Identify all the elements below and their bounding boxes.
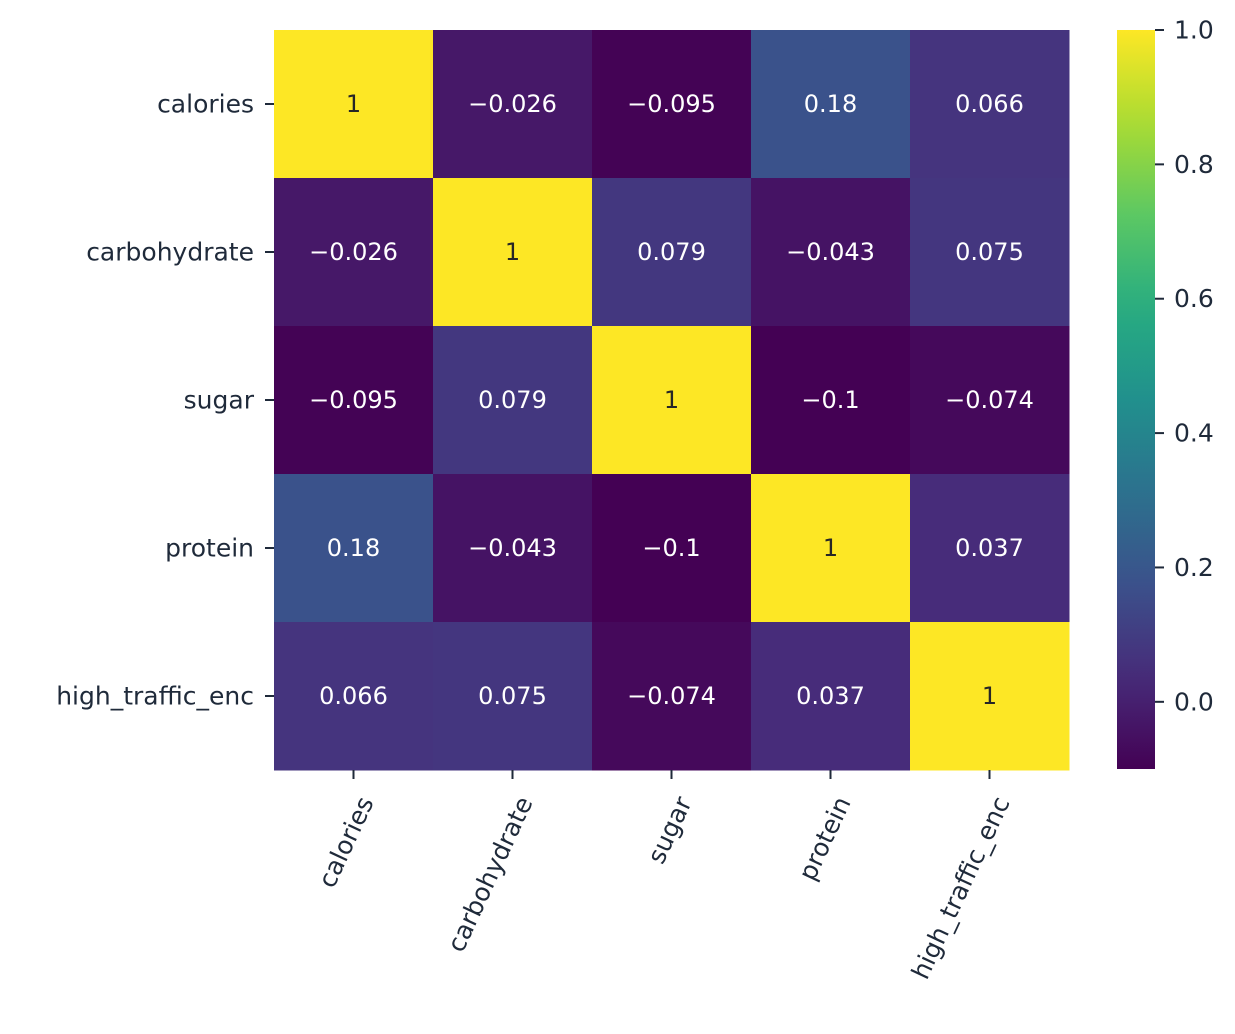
y-tick-label-calories: calories bbox=[157, 90, 254, 119]
cell-value-carbohydrate-high_traffic_enc: 0.075 bbox=[955, 238, 1024, 266]
x-tick-label-calories: calories bbox=[312, 792, 379, 892]
x-tick-label-protein: protein bbox=[793, 792, 857, 885]
colorbar-tick-label-0: 0.0 bbox=[1174, 687, 1214, 716]
heatmap-cell-high_traffic_enc-carbohydrate bbox=[433, 622, 593, 771]
heatmap-cell-carbohydrate-sugar bbox=[592, 178, 752, 327]
heatmap-cell-labels: 1 −0.026 −0.095 0.18 0.066 −0.026 1 0.079 −0.043… bbox=[309, 90, 1034, 710]
heatmap-cell-high_traffic_enc-high_traffic_enc bbox=[910, 622, 1070, 771]
heatmap-cell-sugar-sugar bbox=[592, 326, 752, 475]
x-tick-label-sugar: sugar bbox=[642, 791, 698, 868]
heatmap-cell-calories-carbohydrate bbox=[433, 30, 593, 179]
cell-value-high_traffic_enc-carbohydrate: 0.075 bbox=[478, 682, 547, 710]
y-tick-label-carbohydrate: carbohydrate bbox=[86, 238, 254, 267]
cell-value-high_traffic_enc-protein: 0.037 bbox=[796, 682, 865, 710]
cell-value-carbohydrate-sugar: 0.079 bbox=[637, 238, 706, 266]
colorbar-tick-label-5: 1.0 bbox=[1174, 16, 1214, 45]
heatmap-cell-calories-protein bbox=[751, 30, 911, 179]
heatmap-cell-high_traffic_enc-calories bbox=[274, 622, 434, 771]
heatmap-cell-sugar-high_traffic_enc bbox=[910, 326, 1070, 475]
cell-value-carbohydrate-calories: −0.026 bbox=[309, 238, 398, 266]
cell-value-sugar-protein: −0.1 bbox=[801, 386, 859, 414]
heatmap-cell-calories-calories bbox=[274, 30, 434, 179]
colorbar-tick-label-3: 0.6 bbox=[1174, 284, 1214, 313]
x-tick-label-high_traffic_enc: high_traffic_enc bbox=[906, 792, 1016, 984]
cell-value-protein-protein: 1 bbox=[823, 534, 838, 562]
cell-value-sugar-calories: −0.095 bbox=[309, 386, 398, 414]
cell-value-protein-high_traffic_enc: 0.037 bbox=[955, 534, 1024, 562]
heatmap-cell-carbohydrate-high_traffic_enc bbox=[910, 178, 1070, 327]
heatmap-cell-protein-high_traffic_enc bbox=[910, 474, 1070, 623]
y-tick-label-protein: protein bbox=[165, 534, 254, 563]
heatmap-cell-protein-carbohydrate bbox=[433, 474, 593, 623]
cell-value-high_traffic_enc-sugar: −0.074 bbox=[627, 682, 716, 710]
colorbar-tick-label-2: 0.4 bbox=[1174, 419, 1214, 448]
cell-value-sugar-sugar: 1 bbox=[664, 386, 679, 414]
cell-value-high_traffic_enc-calories: 0.066 bbox=[319, 682, 388, 710]
x-axis-ticks: calories carbohydrate sugar protein high_tra… bbox=[312, 770, 1016, 984]
cell-value-sugar-high_traffic_enc: −0.074 bbox=[945, 386, 1034, 414]
heatmap-cell-calories-sugar bbox=[592, 30, 752, 179]
cell-value-calories-carbohydrate: −0.026 bbox=[468, 90, 557, 118]
heatmap-cell-sugar-protein bbox=[751, 326, 911, 475]
cell-value-calories-protein: 0.18 bbox=[804, 90, 857, 118]
cell-value-calories-calories: 1 bbox=[346, 90, 361, 118]
cell-value-protein-carbohydrate: −0.043 bbox=[468, 534, 557, 562]
cell-value-high_traffic_enc-high_traffic_enc: 1 bbox=[982, 682, 997, 710]
cell-value-protein-sugar: −0.1 bbox=[642, 534, 700, 562]
heatmap-cell-high_traffic_enc-sugar bbox=[592, 622, 752, 771]
colorbar-tick-label-1: 0.2 bbox=[1174, 553, 1214, 582]
y-tick-label-sugar: sugar bbox=[184, 386, 255, 415]
heatmap-cell-high_traffic_enc-protein bbox=[751, 622, 911, 771]
colorbar: 0.0 0.2 0.4 0.6 0.8 1.0 bbox=[1117, 16, 1214, 769]
cell-value-carbohydrate-carbohydrate: 1 bbox=[505, 238, 520, 266]
heatmap-cell-carbohydrate-calories bbox=[274, 178, 434, 327]
cell-value-calories-sugar: −0.095 bbox=[627, 90, 716, 118]
x-tick-label-carbohydrate: carbohydrate bbox=[441, 792, 538, 956]
cell-value-sugar-carbohydrate: 0.079 bbox=[478, 386, 547, 414]
heatmap-cell-carbohydrate-carbohydrate bbox=[433, 178, 593, 327]
colorbar-gradient bbox=[1117, 30, 1155, 769]
y-tick-label-high_traffic_enc: high_traffic_enc bbox=[56, 682, 254, 711]
heatmap-cell-carbohydrate-protein bbox=[751, 178, 911, 327]
colorbar-tick-label-4: 0.8 bbox=[1174, 150, 1214, 179]
heatmap-cell-sugar-carbohydrate bbox=[433, 326, 593, 475]
heatmap-cell-protein-calories bbox=[274, 474, 434, 623]
cell-value-calories-high_traffic_enc: 0.066 bbox=[955, 90, 1024, 118]
cell-value-carbohydrate-protein: −0.043 bbox=[786, 238, 875, 266]
y-axis-ticks: calories carbohydrate sugar protein high_tra… bbox=[56, 90, 274, 711]
heatmap-cell-calories-high_traffic_enc bbox=[910, 30, 1070, 179]
heatmap-cells bbox=[274, 30, 1070, 771]
heatmap-cell-sugar-calories bbox=[274, 326, 434, 475]
cell-value-protein-calories: 0.18 bbox=[327, 534, 380, 562]
heatmap-cell-protein-sugar bbox=[592, 474, 752, 623]
heatmap-cell-protein-protein bbox=[751, 474, 911, 623]
